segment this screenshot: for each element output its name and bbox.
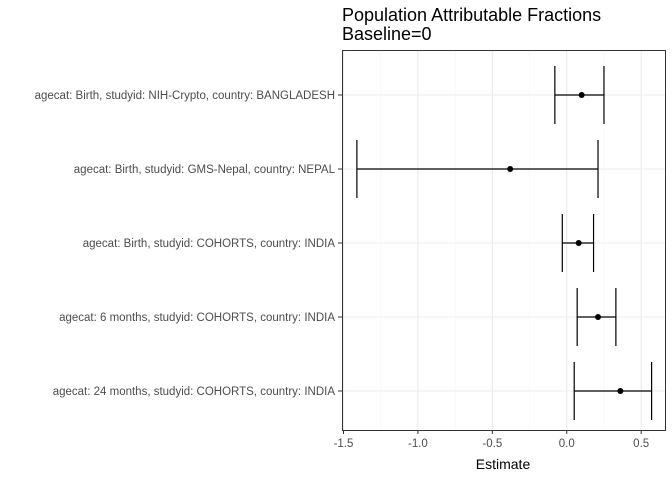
estimate-point — [507, 166, 514, 172]
estimate-point — [578, 92, 585, 98]
chart-subtitle: Baseline=0 — [342, 24, 432, 44]
x-tick-labels: -1.5 -1.0 -0.5 0.0 0.5 — [334, 430, 649, 450]
x-tick-label: -1.5 — [334, 438, 354, 450]
y-tick-label: agecat: 24 months, studyid: COHORTS, cou… — [53, 386, 336, 398]
x-axis-title: Estimate — [476, 456, 531, 472]
x-tick-label: -1.0 — [408, 438, 428, 450]
chart-title: Population Attributable Fractions — [342, 5, 601, 25]
estimate-marks — [356, 66, 653, 420]
panel-border — [342, 50, 666, 431]
y-tick-label: agecat: Birth, studyid: COHORTS, country… — [83, 238, 336, 250]
estimate-point — [575, 240, 582, 246]
grid-layer — [342, 50, 665, 430]
x-tick-label: 0.5 — [633, 438, 649, 450]
y-tick-label: agecat: Birth, studyid: NIH-Crypto, coun… — [35, 90, 335, 102]
estimate-point — [595, 314, 602, 320]
x-tick-label: 0.0 — [559, 438, 575, 450]
y-tick-label: agecat: 6 months, studyid: COHORTS, coun… — [59, 312, 335, 324]
x-tick-label: -0.5 — [482, 438, 502, 450]
y-tick-label: agecat: Birth, studyid: GMS-Nepal, count… — [74, 164, 336, 176]
y-tick-labels: agecat: Birth, studyid: NIH-Crypto, coun… — [35, 90, 342, 398]
estimate-point — [617, 388, 624, 394]
